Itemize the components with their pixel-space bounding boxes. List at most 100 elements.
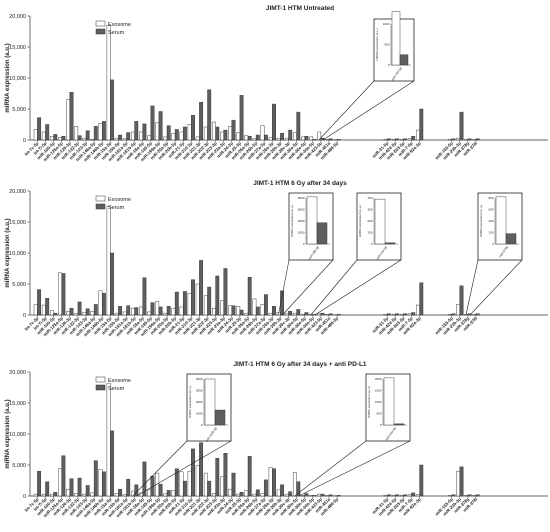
inset-y-tick: 0 — [492, 242, 494, 246]
y-tick-label: 0 — [23, 138, 26, 144]
inset-chart: 0 200 400 600 800 miRNA expression (a.u.) miR-… — [465, 192, 523, 316]
bar-serum — [134, 307, 139, 316]
bar-serum — [191, 279, 195, 316]
chart-title: JIMT-1 HTM 6 Gy after 34 days + anti PD-… — [233, 361, 366, 368]
bar-exosome — [179, 306, 184, 316]
bar-serum — [37, 289, 42, 316]
bar-exosome — [187, 470, 192, 497]
bar-serum — [403, 138, 408, 141]
bar-serum — [288, 491, 293, 497]
y-tick-label: 10,000 — [9, 432, 26, 438]
bar-exosome — [399, 139, 404, 141]
inset-connector — [282, 259, 334, 316]
chart-panel-3: JIMT-1 HTM 6 Gy after 34 days + anti PD-… — [5, 361, 548, 518]
bar-exosome — [415, 304, 420, 316]
bar-exosome — [66, 311, 71, 316]
bar-serum — [386, 313, 391, 316]
inset-connector — [469, 259, 523, 316]
y-tick-label: 15,000 — [9, 401, 26, 407]
bar-serum — [215, 126, 220, 141]
bar-exosome — [325, 314, 330, 316]
bar-serum — [101, 121, 106, 141]
bar-serum — [93, 126, 98, 141]
legend-swatch-exosome — [95, 376, 106, 383]
bar-serum — [110, 79, 114, 141]
bar-exosome — [276, 489, 281, 497]
inset-y-tick: 6000 — [298, 208, 305, 212]
bar-exosome — [41, 493, 46, 497]
bar-exosome — [211, 121, 216, 141]
bar-exosome — [163, 493, 168, 497]
bar-exosome — [244, 312, 249, 316]
bar-exosome — [317, 493, 322, 497]
bar-exosome — [236, 493, 241, 497]
bar-serum — [85, 485, 90, 497]
bar-exosome — [391, 139, 396, 141]
inset-y-title: miRNA expression (a.u.) — [188, 386, 192, 419]
bar-exosome — [49, 136, 54, 141]
bar-serum — [37, 117, 42, 141]
bar-serum — [191, 114, 195, 141]
bar-serum — [247, 456, 252, 497]
bar-serum — [77, 135, 82, 141]
bar-serum — [61, 136, 66, 141]
bar-exosome — [292, 132, 297, 141]
bar-serum — [199, 442, 204, 497]
bar-exosome — [244, 490, 249, 497]
bar-exosome — [301, 136, 305, 141]
bar-exosome — [122, 138, 127, 141]
bar-exosome — [456, 470, 461, 497]
bar-exosome — [317, 312, 322, 316]
bar-exosome — [301, 495, 305, 497]
bar-serum — [419, 108, 424, 141]
y-axis-title: miRNA expression (a.u.) — [5, 218, 11, 287]
bar-exosome — [292, 472, 297, 497]
bar-serum — [328, 138, 333, 141]
bar-serum — [126, 132, 131, 141]
bar-exosome — [41, 304, 46, 316]
bar-serum — [247, 276, 252, 316]
bar-exosome — [415, 494, 420, 497]
bar-exosome — [33, 304, 38, 316]
bar-serum — [85, 308, 90, 316]
inset-chart: 0 1000 2000 3000 4000 miRNA expression (a.u.)… — [132, 373, 232, 497]
bar-serum — [174, 129, 179, 141]
bar-serum — [45, 298, 50, 316]
inset-bar-serum — [505, 233, 517, 245]
inset-chart: 0 2000 4000 6000 8000 miRNA expression (a.u.)… — [278, 192, 334, 316]
bar-serum — [110, 430, 114, 497]
bar-serum — [77, 301, 82, 316]
bar-exosome — [171, 307, 176, 316]
inset-y-tick: 2000 — [298, 231, 305, 235]
bar-serum — [451, 138, 456, 141]
bar-exosome — [90, 492, 95, 497]
bar-exosome — [147, 311, 152, 316]
inset-bar-exosome — [204, 378, 216, 426]
bar-exosome — [114, 493, 119, 497]
bar-serum — [296, 481, 301, 497]
bar-exosome — [228, 126, 233, 141]
legend-swatch-exosome — [95, 20, 106, 27]
bar-exosome — [268, 137, 273, 141]
bar-serum — [467, 313, 472, 316]
inset-y-tick: 200 — [367, 219, 372, 223]
bar-serum — [419, 282, 424, 316]
bar-serum — [312, 495, 317, 497]
inset-connector — [298, 440, 411, 497]
bar-exosome — [74, 126, 79, 141]
bar-serum — [174, 291, 179, 316]
bar-exosome — [268, 467, 273, 497]
bar-serum — [280, 290, 285, 316]
bar-serum — [288, 129, 293, 141]
bar-serum — [191, 448, 195, 497]
bar-exosome — [82, 312, 87, 316]
bar-exosome — [74, 313, 79, 316]
bar-exosome — [228, 488, 233, 497]
bar-serum — [142, 123, 147, 141]
bar-serum — [174, 468, 179, 497]
bar-exosome — [456, 304, 461, 316]
bar-serum — [395, 313, 399, 316]
inset-bar-serum — [393, 423, 405, 426]
bar-serum — [158, 483, 163, 497]
